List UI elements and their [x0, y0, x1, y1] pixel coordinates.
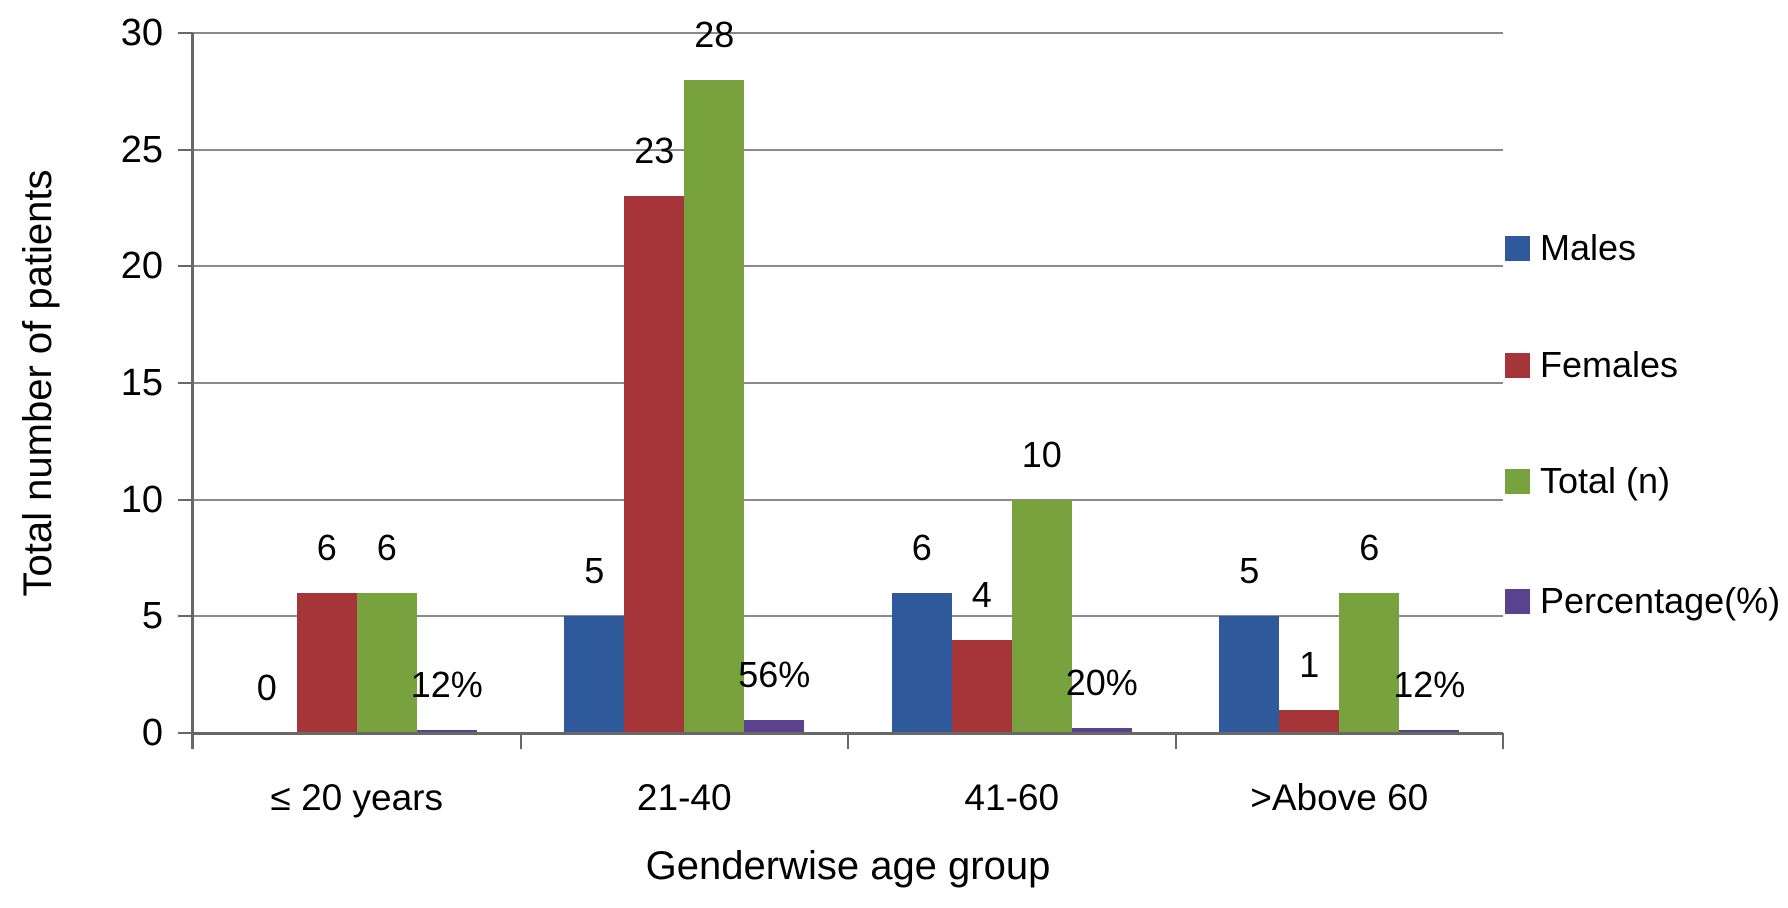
bar: [1339, 593, 1400, 733]
y-tick-label: 30: [120, 12, 163, 54]
bar-value-label: 12%: [1393, 664, 1466, 706]
y-tick-label: 0: [141, 712, 163, 754]
category-label: >Above 60: [1250, 777, 1429, 818]
legend-swatch: [1505, 468, 1530, 494]
y-axis-title: Total number of patients: [16, 169, 60, 597]
bar-value-label: 10: [1021, 433, 1062, 475]
bar-value-label: 0: [256, 667, 277, 708]
y-tick-label: 5: [141, 595, 163, 638]
y-tick: [178, 265, 193, 268]
bar-value-label: 56%: [738, 653, 811, 695]
x-tick: [1174, 733, 1177, 749]
bar: [1011, 499, 1072, 733]
legend-item: Males: [1505, 228, 1636, 268]
bar: [416, 730, 477, 733]
bar: [1071, 728, 1132, 733]
gridline: [193, 498, 1503, 501]
bar-value-label: 5: [1239, 550, 1260, 592]
bar: [951, 639, 1012, 733]
legend-item: Percentage(%): [1505, 581, 1780, 621]
bar-value-label: 28: [694, 13, 735, 55]
y-tick: [178, 498, 193, 501]
bar-value-label: 6: [911, 527, 932, 568]
category-label: ≤ 20 years: [270, 777, 444, 818]
legend-label: Males: [1540, 227, 1637, 268]
category-label: 21-40: [636, 777, 732, 818]
bar-value-label: 5: [584, 550, 605, 592]
y-tick: [178, 732, 193, 734]
bar: [1279, 709, 1340, 733]
gridline: [193, 32, 1503, 34]
y-tick: [178, 148, 193, 151]
bar-value-label: 4: [971, 573, 992, 615]
bar: [356, 593, 417, 733]
x-tick: [1502, 733, 1504, 749]
bar: [891, 593, 952, 733]
y-tick: [178, 615, 193, 618]
bar-value-label: 1: [1299, 643, 1320, 685]
x-axis-title: Genderwise age group: [645, 844, 1051, 888]
bar: [624, 196, 685, 733]
y-tick: [178, 32, 193, 34]
legend-swatch: [1505, 352, 1530, 378]
legend-label: Total (n): [1540, 460, 1671, 501]
bar-value-label: 6: [316, 527, 337, 568]
gridline: [193, 148, 1503, 151]
gridline: [193, 265, 1503, 268]
legend-item: Females: [1505, 345, 1678, 385]
y-tick-label: 25: [120, 128, 163, 171]
y-axis-line: [191, 33, 194, 749]
x-tick: [847, 733, 849, 749]
y-tick-label: 20: [120, 245, 163, 288]
bar: [744, 719, 805, 733]
bar: [564, 616, 625, 733]
legend-label: Females: [1540, 344, 1679, 385]
bar: [296, 593, 357, 733]
bar: [1219, 616, 1280, 733]
bar-value-label: 6: [1359, 527, 1380, 568]
category-label: 41-60: [964, 777, 1060, 818]
legend-label: Percentage(%): [1540, 580, 1781, 621]
y-tick: [178, 382, 193, 384]
x-tick: [519, 733, 522, 749]
y-tick-label: 15: [120, 362, 163, 404]
bar: [684, 79, 745, 733]
bar-value-label: 20%: [1065, 662, 1138, 704]
legend-swatch: [1505, 588, 1530, 614]
legend-swatch: [1505, 235, 1530, 261]
gridline: [193, 382, 1503, 384]
legend-item: Total (n): [1505, 461, 1670, 501]
bar-value-label: 23: [634, 130, 675, 172]
bar-value-label: 12%: [410, 664, 483, 706]
gridline: [193, 615, 1503, 618]
bar: [1399, 730, 1460, 733]
y-tick-label: 10: [120, 478, 163, 521]
bar-value-label: 6: [376, 527, 397, 568]
